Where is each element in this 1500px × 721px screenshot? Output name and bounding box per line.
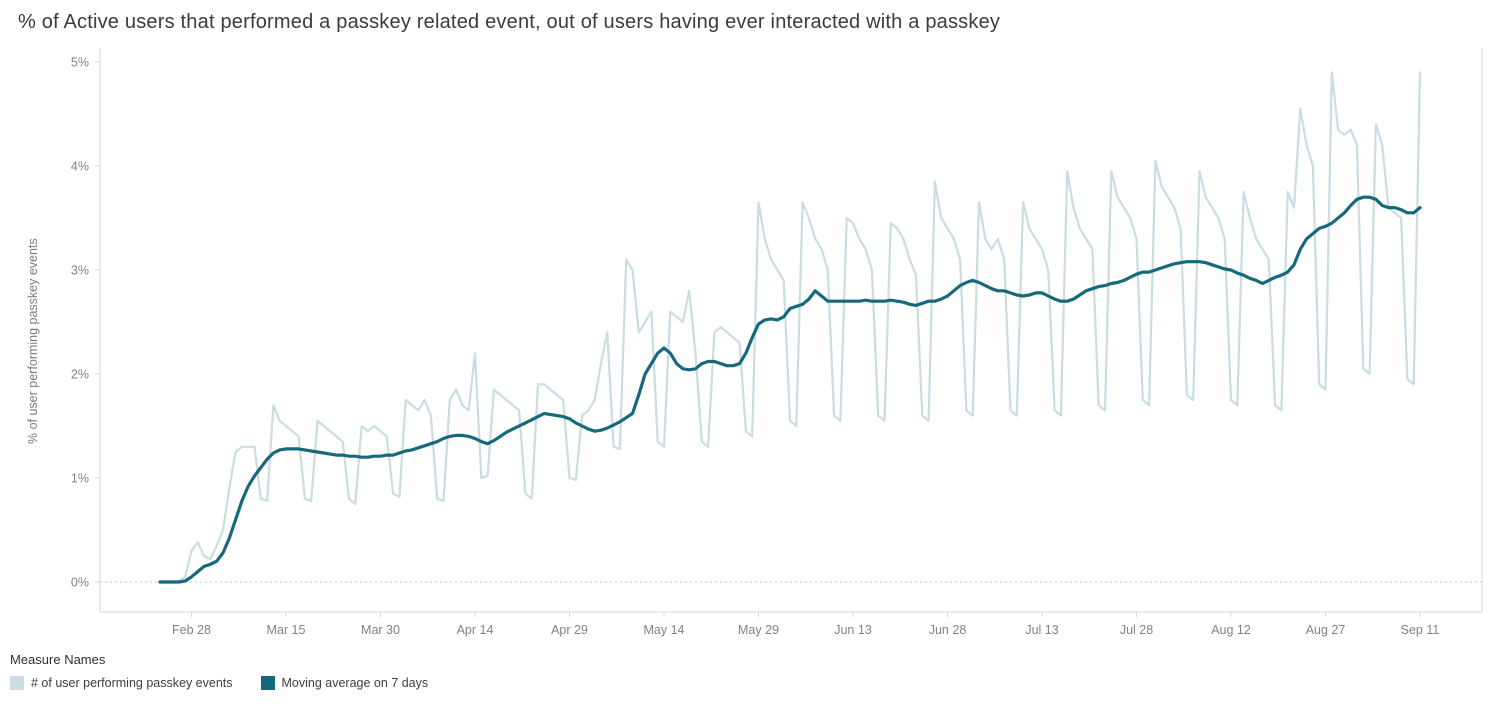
legend-rows: # of user performing passkey events Movi…: [10, 676, 1500, 690]
legend: Measure Names # of user performing passk…: [0, 648, 1500, 690]
x-tick-label: May 29: [738, 623, 779, 637]
y-axis-title: % of user performing passkey events: [26, 238, 40, 444]
x-tick-label: Sep 11: [1401, 623, 1440, 637]
x-tick-label: Apr 29: [551, 623, 588, 637]
legend-item-moving-average[interactable]: Moving average on 7 days: [260, 676, 429, 690]
legend-label-moving-average: Moving average on 7 days: [281, 676, 429, 690]
x-tick-label: Aug 27: [1306, 623, 1346, 637]
x-tick-label: Feb 28: [172, 623, 211, 637]
daily-series-swatch: [10, 676, 24, 690]
y-tick-label: 2%: [71, 368, 89, 382]
moving-average-line[interactable]: [158, 195, 1422, 584]
daily-series-line[interactable]: [158, 71, 1422, 584]
y-tick-label: 1%: [71, 472, 89, 486]
y-tick-label: 5%: [71, 56, 89, 70]
y-tick-label: 4%: [71, 160, 89, 174]
legend-title: Measure Names: [10, 652, 106, 667]
x-tick-label: Mar 30: [361, 623, 400, 637]
x-tick-label: Aug 12: [1211, 623, 1251, 637]
y-tick-label: 0%: [71, 576, 89, 590]
legend-label-daily-series: # of user performing passkey events: [31, 676, 233, 690]
legend-item-daily-series[interactable]: # of user performing passkey events: [10, 676, 233, 690]
x-tick-label: Jun 28: [929, 623, 967, 637]
x-tick-label: Mar 15: [267, 623, 306, 637]
x-tick-label: Jul 13: [1025, 623, 1058, 637]
moving-average-swatch: [260, 676, 275, 690]
y-tick-label: 3%: [71, 264, 89, 278]
chart-title: % of Active users that performed a passk…: [18, 11, 1001, 33]
x-tick-label: Jul 28: [1120, 623, 1153, 637]
x-tick-label: Jun 13: [834, 623, 872, 637]
x-tick-label: May 14: [644, 623, 685, 637]
chart-area: % of user performing passkey events 0% 1%…: [0, 36, 1500, 648]
timeseries-line-chart[interactable]: 0% 1% 2% 3% 4% 5% Feb 28 Mar 15 Mar 30 Apr 14 Apr …: [0, 36, 1500, 648]
x-tick-label: Apr 14: [457, 623, 494, 637]
